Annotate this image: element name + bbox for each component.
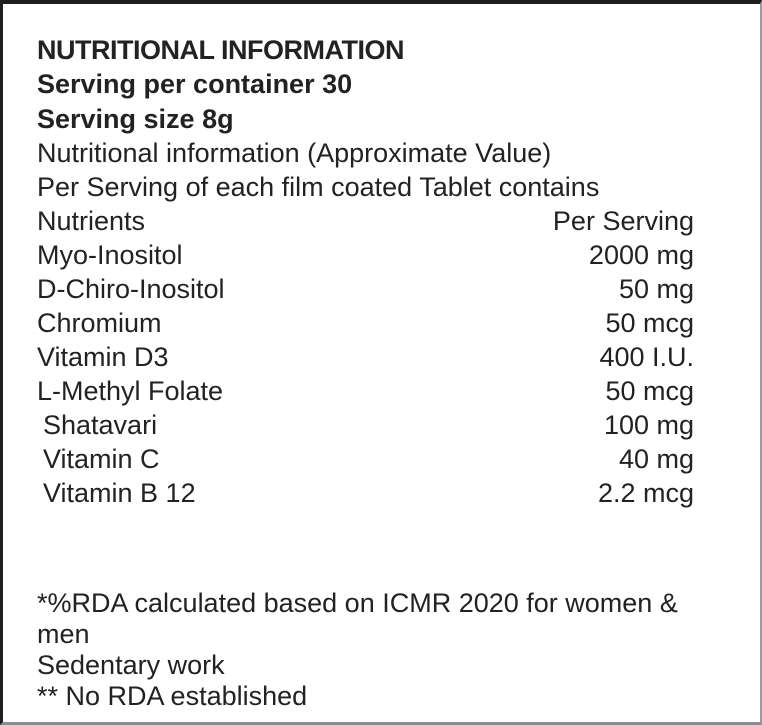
footnote-rda-line: *%RDA calculated based on ICMR 2020 for … [37,588,678,649]
per-serving-contains-line: Per Serving of each film coated Tablet c… [37,172,600,202]
nutrient-amount: 2.2 mcg [597,478,694,508]
table-row: Vitamin B 12 2.2 mcg [37,476,694,510]
nutrient-amount: 50 mg [618,274,694,304]
serving-per-container-line: Serving per container 30 [37,69,353,99]
nutrient-amount: 50 mcg [605,308,694,338]
approximate-value-line: Nutritional information (Approximate Val… [37,138,552,168]
nutrient-amount: 100 mg [603,410,694,440]
column-header-nutrients: Nutrients [37,206,146,236]
table-row: L-Methyl Folate 50 mcg [37,374,694,408]
nutrient-name: D-Chiro-Inositol [37,274,225,304]
nutrient-amount: 50 mcg [605,376,694,406]
table-row: Myo-Inositol 2000 mg [37,238,694,272]
serving-size-line: Serving size 8g [37,104,234,134]
footnote-sedentary-line: Sedentary work [37,650,225,680]
nutrient-name: Chromium [37,308,162,338]
nutrient-name: L-Methyl Folate [37,376,224,406]
nutrient-amount: 40 mg [618,444,694,474]
table-row: Chromium 50 mcg [37,306,694,340]
nutrient-name: Shatavari [43,410,158,440]
table-header-row: Nutrients Per Serving [37,204,694,238]
table-row: D-Chiro-Inositol 50 mg [37,272,694,306]
nutrient-name: Vitamin C [43,444,160,474]
nutrient-amount: 400 I.U. [599,342,694,372]
label-title: NUTRITIONAL INFORMATION [37,35,404,65]
table-row: Vitamin C 40 mg [37,442,694,476]
footnotes-block: *%RDA calculated based on ICMR 2020 for … [37,588,694,712]
table-row: Vitamin D3 400 I.U. [37,340,694,374]
column-header-per-serving: Per Serving [552,206,694,236]
footnote-no-rda-line: ** No RDA established [37,681,308,711]
table-row: Shatavari 100 mg [37,408,694,442]
nutrient-name: Vitamin D3 [37,342,169,372]
nutrient-name: Vitamin B 12 [43,478,196,508]
nutrient-amount: 2000 mg [588,240,694,270]
nutrient-name: Myo-Inositol [37,240,183,270]
